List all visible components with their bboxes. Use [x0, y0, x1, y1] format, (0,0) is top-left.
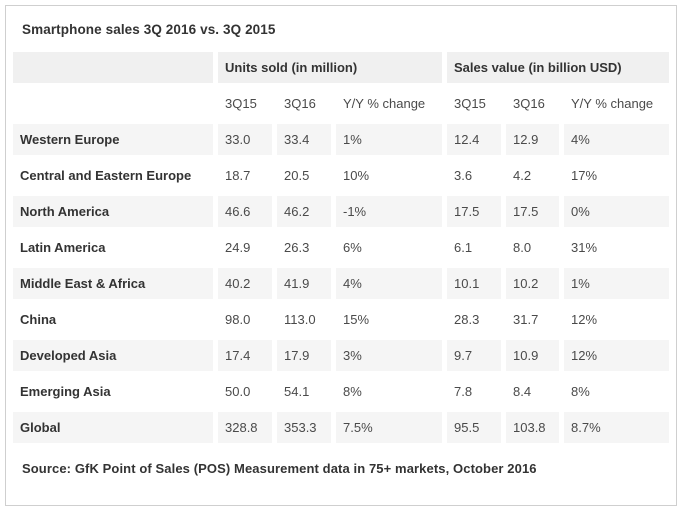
value-cell: 17% [564, 160, 669, 191]
value-cell: 17.5 [506, 196, 559, 227]
value-cell: -1% [336, 196, 442, 227]
value-cell: 31% [564, 232, 669, 263]
table-row: Global 328.8 353.3 7.5% 95.5 103.8 8.7% [13, 412, 669, 443]
value-cell: 24.9 [218, 232, 272, 263]
table-row: China 98.0 113.0 15% 28.3 31.7 12% [13, 304, 669, 335]
table-row: Latin America 24.9 26.3 6% 6.1 8.0 31% [13, 232, 669, 263]
value-cell: 8.4 [506, 376, 559, 407]
region-label-cell: Latin America [13, 232, 213, 263]
value-cell: 40.2 [218, 268, 272, 299]
table-title: Smartphone sales 3Q 2016 vs. 3Q 2015 [22, 22, 276, 37]
value-cell: 17.9 [277, 340, 331, 371]
value-cell: 10.9 [506, 340, 559, 371]
value-cell: 17.5 [447, 196, 501, 227]
value-cell: 10.2 [506, 268, 559, 299]
table-row: Developed Asia 17.4 17.9 3% 9.7 10.9 12% [13, 340, 669, 371]
region-label-cell: China [13, 304, 213, 335]
value-cell: 33.4 [277, 124, 331, 155]
value-cell: 353.3 [277, 412, 331, 443]
value-cell: 10.1 [447, 268, 501, 299]
sales-table-widget: Smartphone sales 3Q 2016 vs. 3Q 2015 Uni… [5, 5, 677, 506]
sub-header-empty-cell [13, 88, 213, 119]
region-label-cell: Developed Asia [13, 340, 213, 371]
region-label-cell: Central and Eastern Europe [13, 160, 213, 191]
value-cell: 17.4 [218, 340, 272, 371]
region-label-cell: Emerging Asia [13, 376, 213, 407]
value-cell: 41.9 [277, 268, 331, 299]
col-header-units-3q16: 3Q16 [277, 88, 331, 119]
group-header-empty-cell [13, 52, 213, 83]
value-cell: 4% [564, 124, 669, 155]
value-cell: 3.6 [447, 160, 501, 191]
table-row: North America 46.6 46.2 -1% 17.5 17.5 0% [13, 196, 669, 227]
region-label-cell: North America [13, 196, 213, 227]
value-cell: 98.0 [218, 304, 272, 335]
value-cell: 31.7 [506, 304, 559, 335]
group-header-units-sold: Units sold (in million) [218, 52, 442, 83]
table-row: Emerging Asia 50.0 54.1 8% 7.8 8.4 8% [13, 376, 669, 407]
value-cell: 4% [336, 268, 442, 299]
value-cell: 10% [336, 160, 442, 191]
value-cell: 103.8 [506, 412, 559, 443]
value-cell: 54.1 [277, 376, 331, 407]
value-cell: 7.8 [447, 376, 501, 407]
value-cell: 18.7 [218, 160, 272, 191]
value-cell: 8% [564, 376, 669, 407]
table-row: Middle East & Africa 40.2 41.9 4% 10.1 10.2 1% [13, 268, 669, 299]
col-header-units-yy-change: Y/Y % change [336, 88, 442, 119]
col-header-units-3q15: 3Q15 [218, 88, 272, 119]
value-cell: 12% [564, 304, 669, 335]
source-note: Source: GfK Point of Sales (POS) Measure… [22, 461, 537, 476]
smartphone-sales-table: Units sold (in million) Sales value (in … [8, 47, 674, 448]
group-header-row: Units sold (in million) Sales value (in … [13, 52, 669, 83]
value-cell: 15% [336, 304, 442, 335]
col-header-value-3q16: 3Q16 [506, 88, 559, 119]
value-cell: 20.5 [277, 160, 331, 191]
col-header-value-3q15: 3Q15 [447, 88, 501, 119]
value-cell: 6.1 [447, 232, 501, 263]
value-cell: 46.2 [277, 196, 331, 227]
value-cell: 50.0 [218, 376, 272, 407]
value-cell: 46.6 [218, 196, 272, 227]
value-cell: 8.0 [506, 232, 559, 263]
value-cell: 1% [336, 124, 442, 155]
sub-header-row: 3Q15 3Q16 Y/Y % change 3Q15 3Q16 Y/Y % c… [13, 88, 669, 119]
table-row: Western Europe 33.0 33.4 1% 12.4 12.9 4% [13, 124, 669, 155]
value-cell: 33.0 [218, 124, 272, 155]
region-label-cell: Middle East & Africa [13, 268, 213, 299]
region-label-cell: Global [13, 412, 213, 443]
value-cell: 3% [336, 340, 442, 371]
region-label-cell: Western Europe [13, 124, 213, 155]
value-cell: 28.3 [447, 304, 501, 335]
value-cell: 12.4 [447, 124, 501, 155]
value-cell: 1% [564, 268, 669, 299]
value-cell: 8.7% [564, 412, 669, 443]
value-cell: 4.2 [506, 160, 559, 191]
value-cell: 12% [564, 340, 669, 371]
value-cell: 328.8 [218, 412, 272, 443]
value-cell: 26.3 [277, 232, 331, 263]
value-cell: 7.5% [336, 412, 442, 443]
value-cell: 6% [336, 232, 442, 263]
col-header-value-yy-change: Y/Y % change [564, 88, 669, 119]
table-body: Western Europe 33.0 33.4 1% 12.4 12.9 4% Centra… [13, 124, 669, 443]
value-cell: 0% [564, 196, 669, 227]
value-cell: 113.0 [277, 304, 331, 335]
value-cell: 95.5 [447, 412, 501, 443]
value-cell: 12.9 [506, 124, 559, 155]
group-header-sales-value: Sales value (in billion USD) [447, 52, 669, 83]
table-row: Central and Eastern Europe 18.7 20.5 10% 3.6… [13, 160, 669, 191]
value-cell: 9.7 [447, 340, 501, 371]
value-cell: 8% [336, 376, 442, 407]
